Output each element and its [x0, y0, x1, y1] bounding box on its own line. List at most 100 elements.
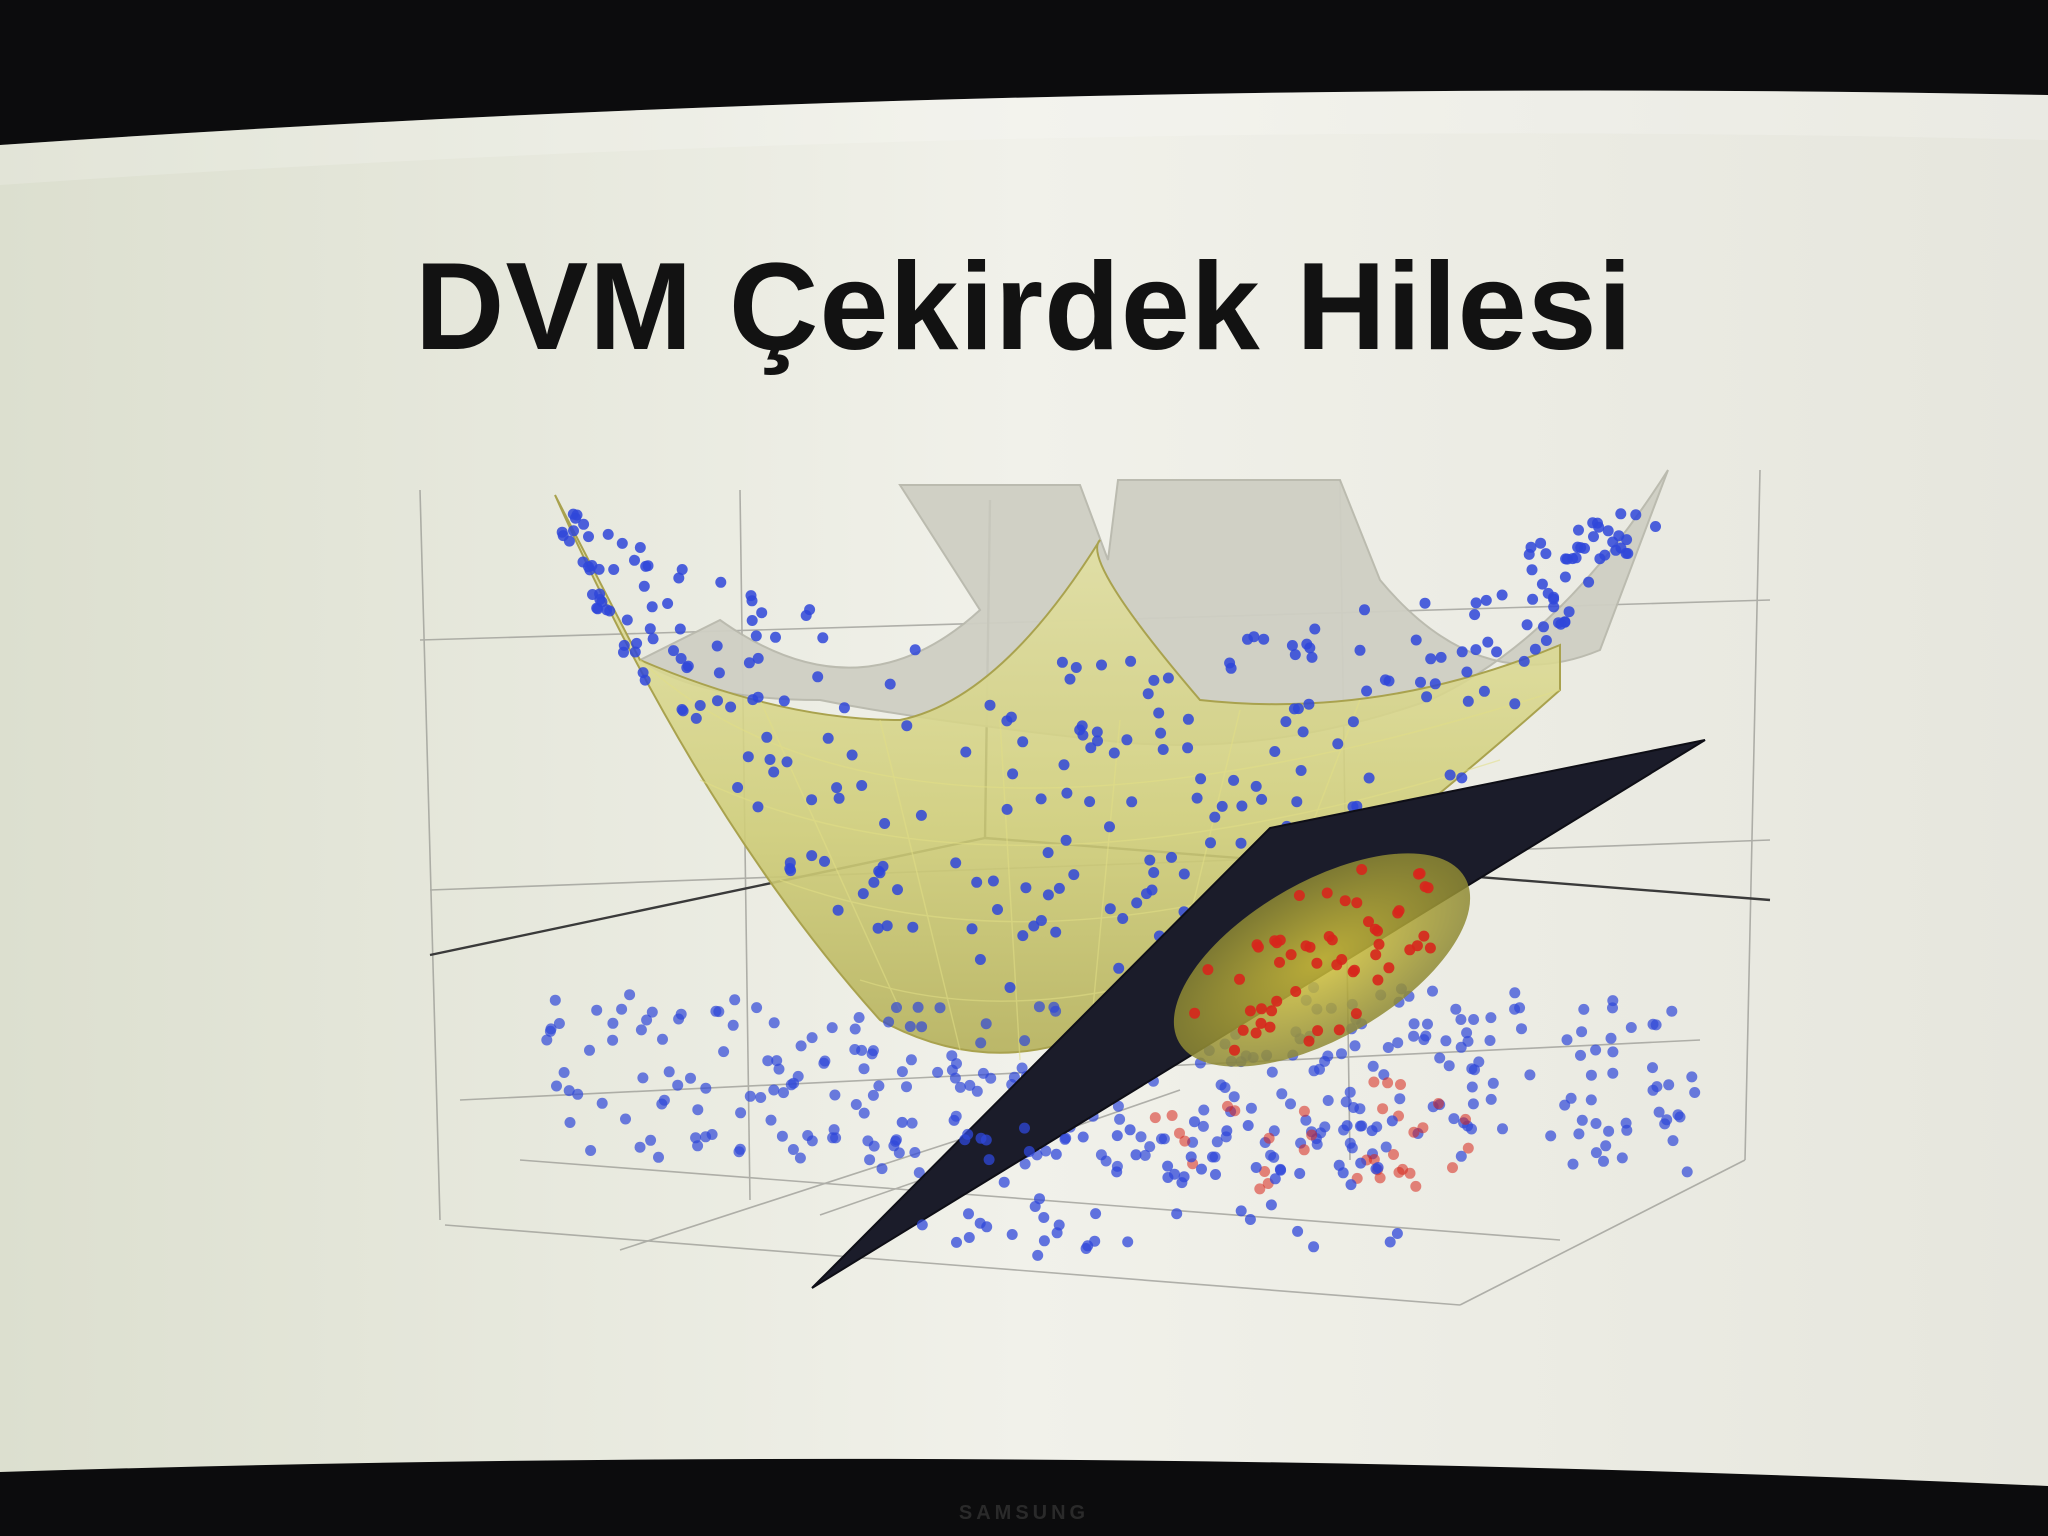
data-point: [751, 1002, 763, 1014]
data-point: [1166, 851, 1177, 863]
data-point: [694, 700, 706, 711]
data-point: [795, 1040, 807, 1052]
data-point: [983, 1154, 995, 1166]
data-point: [1254, 1183, 1266, 1195]
data-point: [1294, 1168, 1306, 1179]
data-point: [1521, 619, 1533, 631]
data-point: [1028, 920, 1040, 932]
data-point: [1182, 742, 1194, 754]
data-point: [1529, 643, 1541, 655]
data-point: [641, 1014, 653, 1026]
data-point: [907, 921, 919, 933]
data-point: [1141, 888, 1152, 900]
data-point: [1367, 1060, 1379, 1072]
data-point: [987, 875, 999, 887]
data-point: [849, 1044, 861, 1055]
data-point: [1359, 604, 1370, 616]
data-point: [1174, 1127, 1185, 1139]
data-point: [1235, 1205, 1247, 1217]
data-point: [715, 576, 727, 588]
data-point: [1570, 552, 1582, 564]
data-point: [1616, 1152, 1628, 1164]
data-point: [1411, 940, 1423, 952]
data-point: [1032, 1249, 1044, 1261]
data-point: [802, 1130, 814, 1141]
data-point: [752, 652, 764, 664]
data-point: [846, 749, 858, 761]
data-point: [1383, 675, 1395, 687]
data-point: [1148, 674, 1160, 686]
data-point: [1525, 541, 1537, 553]
data-point: [787, 1144, 799, 1155]
data-point: [1366, 1125, 1378, 1137]
data-point: [1561, 1034, 1573, 1046]
data-point: [1573, 524, 1584, 536]
data-point: [1661, 1114, 1673, 1126]
data-point: [742, 751, 754, 763]
data-point: [1197, 1120, 1209, 1132]
data-point: [867, 1089, 879, 1101]
data-point: [1583, 576, 1595, 588]
data-point: [1374, 1172, 1386, 1184]
data-point: [881, 920, 893, 932]
data-point: [1017, 930, 1029, 942]
data-point: [868, 876, 880, 888]
data-point: [1077, 729, 1089, 741]
data-point: [1559, 1099, 1571, 1111]
data-point: [1117, 913, 1129, 924]
data-point: [1509, 1003, 1521, 1015]
data-point: [818, 1057, 830, 1069]
data-point: [706, 1129, 718, 1140]
data-point: [1323, 931, 1335, 942]
data-point: [891, 1002, 902, 1013]
data-point: [1124, 1124, 1136, 1136]
data-point: [1019, 1122, 1030, 1134]
data-point: [1346, 1142, 1358, 1154]
data-point: [1033, 1001, 1045, 1013]
data-point: [912, 1001, 924, 1013]
data-point: [1250, 1027, 1262, 1039]
data-point: [1548, 601, 1560, 613]
data-point: [645, 1134, 657, 1146]
data-point: [700, 1082, 712, 1094]
data-point: [1590, 1044, 1602, 1056]
data-point: [909, 644, 921, 656]
data-point: [685, 1072, 696, 1084]
data-point: [646, 1006, 658, 1018]
data-point: [545, 1023, 557, 1035]
data-point: [1536, 578, 1548, 590]
data-point: [752, 691, 764, 703]
data-point: [1425, 653, 1437, 665]
data-point: [980, 1018, 992, 1030]
data-point: [1337, 1167, 1349, 1179]
data-point: [974, 954, 986, 965]
data-point: [712, 695, 723, 707]
data-point: [1497, 1123, 1508, 1135]
data-point: [876, 1163, 888, 1175]
data-point: [571, 509, 583, 521]
data-point: [873, 1080, 885, 1092]
data-point: [591, 1004, 603, 1016]
data-point: [768, 766, 780, 778]
data-point: [1265, 1149, 1277, 1161]
data-point: [913, 1167, 925, 1179]
data-point: [1345, 1179, 1357, 1191]
data-point: [951, 1236, 962, 1248]
data-point: [1456, 646, 1468, 658]
data-point: [1421, 691, 1433, 703]
data-point: [1274, 956, 1285, 968]
data-point: [1224, 657, 1236, 669]
data-point: [1540, 635, 1552, 646]
data-point: [954, 1081, 966, 1093]
data-point: [1347, 716, 1359, 728]
data-point: [1297, 726, 1309, 738]
data-point: [1056, 656, 1068, 668]
data-point: [1339, 895, 1351, 907]
data-point: [1563, 606, 1575, 618]
data-point: [1006, 1229, 1018, 1240]
data-point: [1306, 1129, 1318, 1141]
data-point: [985, 1072, 997, 1084]
data-point: [675, 653, 687, 664]
data-point: [746, 615, 758, 626]
data-point: [1516, 1023, 1527, 1035]
